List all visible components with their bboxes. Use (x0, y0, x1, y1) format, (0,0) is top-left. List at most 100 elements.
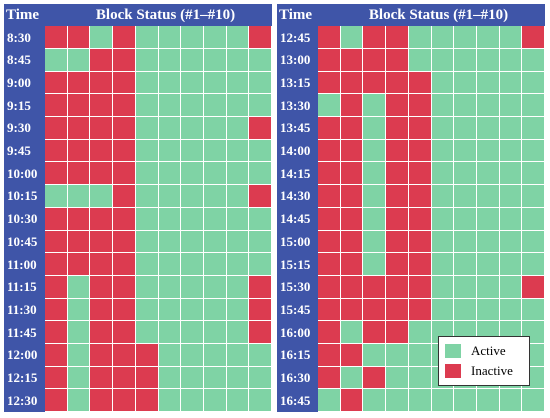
time-row: 15:15 (277, 253, 546, 276)
block-cell-10 (522, 207, 546, 231)
block-cell-5 (408, 343, 432, 367)
time-label: 16:45 (277, 389, 318, 412)
block-cell-4 (386, 26, 409, 49)
block-cell-8 (476, 207, 500, 231)
block-cell-2 (67, 343, 91, 367)
block-cell-3 (363, 162, 387, 186)
block-cell-10 (522, 139, 546, 163)
block-cell-6 (158, 321, 182, 344)
block-cell-9 (499, 298, 523, 322)
block-cell-5 (135, 253, 159, 276)
block-cell-6 (158, 49, 182, 72)
block-cell-8 (476, 185, 500, 208)
block-cell-2 (340, 230, 364, 254)
block-cell-4 (386, 389, 409, 412)
block-cell-6 (158, 26, 182, 49)
time-row: 8:30 (4, 26, 273, 49)
block-cell-9 (499, 49, 523, 72)
block-cells (45, 275, 273, 299)
block-cell-1 (318, 253, 341, 276)
block-cell-4 (386, 94, 409, 118)
time-label: 13:45 (277, 117, 318, 140)
time-row: 13:30 (277, 94, 546, 118)
active-swatch (445, 344, 461, 358)
block-cells (45, 185, 273, 208)
block-cell-2 (67, 162, 91, 186)
block-cell-10 (249, 366, 273, 390)
block-cells (45, 230, 273, 254)
block-cell-7 (181, 207, 204, 231)
legend-item-inactive: Inactive (445, 361, 523, 381)
block-cell-10 (522, 26, 546, 49)
block-cell-7 (454, 26, 477, 49)
time-label: 10:45 (4, 230, 45, 254)
block-cell-8 (203, 389, 227, 412)
block-cell-8 (476, 389, 500, 412)
block-cell-5 (408, 26, 432, 49)
block-cell-4 (386, 162, 409, 186)
time-label: 14:00 (277, 139, 318, 163)
block-cell-3 (363, 230, 387, 254)
block-cell-5 (408, 94, 432, 118)
time-row: 14:45 (277, 207, 546, 231)
time-label: 8:30 (4, 26, 45, 49)
block-cell-4 (113, 321, 136, 344)
block-cells (318, 162, 546, 186)
block-cell-1 (318, 185, 341, 208)
block-cell-9 (226, 343, 250, 367)
time-label: 11:15 (4, 275, 45, 299)
time-row: 12:30 (4, 389, 273, 412)
block-cells (45, 321, 273, 344)
block-cell-4 (386, 366, 409, 390)
block-cell-3 (90, 139, 114, 163)
block-cell-6 (158, 71, 182, 95)
block-cell-1 (318, 343, 341, 367)
time-row: 12:00 (4, 343, 273, 367)
time-label: 16:00 (277, 321, 318, 344)
time-row: 11:30 (4, 298, 273, 322)
time-column-header: Time (279, 6, 313, 23)
block-cell-7 (181, 94, 204, 118)
time-row: 13:45 (277, 117, 546, 140)
block-cell-2 (67, 139, 91, 163)
block-cell-2 (340, 343, 364, 367)
block-cell-9 (226, 71, 250, 95)
block-cells (318, 94, 546, 118)
block-cells (318, 389, 546, 412)
block-cell-7 (181, 253, 204, 276)
block-cell-4 (386, 207, 409, 231)
block-cell-6 (431, 71, 455, 95)
block-cell-7 (454, 94, 477, 118)
block-cell-6 (158, 94, 182, 118)
block-cell-1 (318, 117, 341, 140)
block-cell-3 (90, 366, 114, 390)
time-label: 12:30 (4, 389, 45, 412)
block-cell-1 (45, 275, 68, 299)
block-cell-7 (181, 162, 204, 186)
block-cell-3 (363, 298, 387, 322)
block-cells (45, 49, 273, 72)
block-cell-1 (45, 253, 68, 276)
block-cell-3 (90, 253, 114, 276)
block-cell-6 (158, 162, 182, 186)
time-label: 12:00 (4, 343, 45, 367)
time-label: 13:30 (277, 94, 318, 118)
block-cell-1 (318, 366, 341, 390)
time-row: 10:30 (4, 207, 273, 231)
block-cell-2 (340, 139, 364, 163)
block-cell-4 (113, 162, 136, 186)
block-cell-4 (386, 275, 409, 299)
block-cells (318, 185, 546, 208)
block-cell-8 (203, 117, 227, 140)
block-cell-1 (318, 71, 341, 95)
time-row: 9:45 (4, 139, 273, 163)
block-cell-3 (90, 298, 114, 322)
block-cell-4 (113, 26, 136, 49)
block-cell-10 (249, 298, 273, 322)
block-cell-5 (408, 207, 432, 231)
time-label: 15:45 (277, 298, 318, 322)
block-cell-9 (226, 207, 250, 231)
block-cell-7 (181, 298, 204, 322)
block-cell-6 (431, 230, 455, 254)
block-cell-1 (318, 94, 341, 118)
